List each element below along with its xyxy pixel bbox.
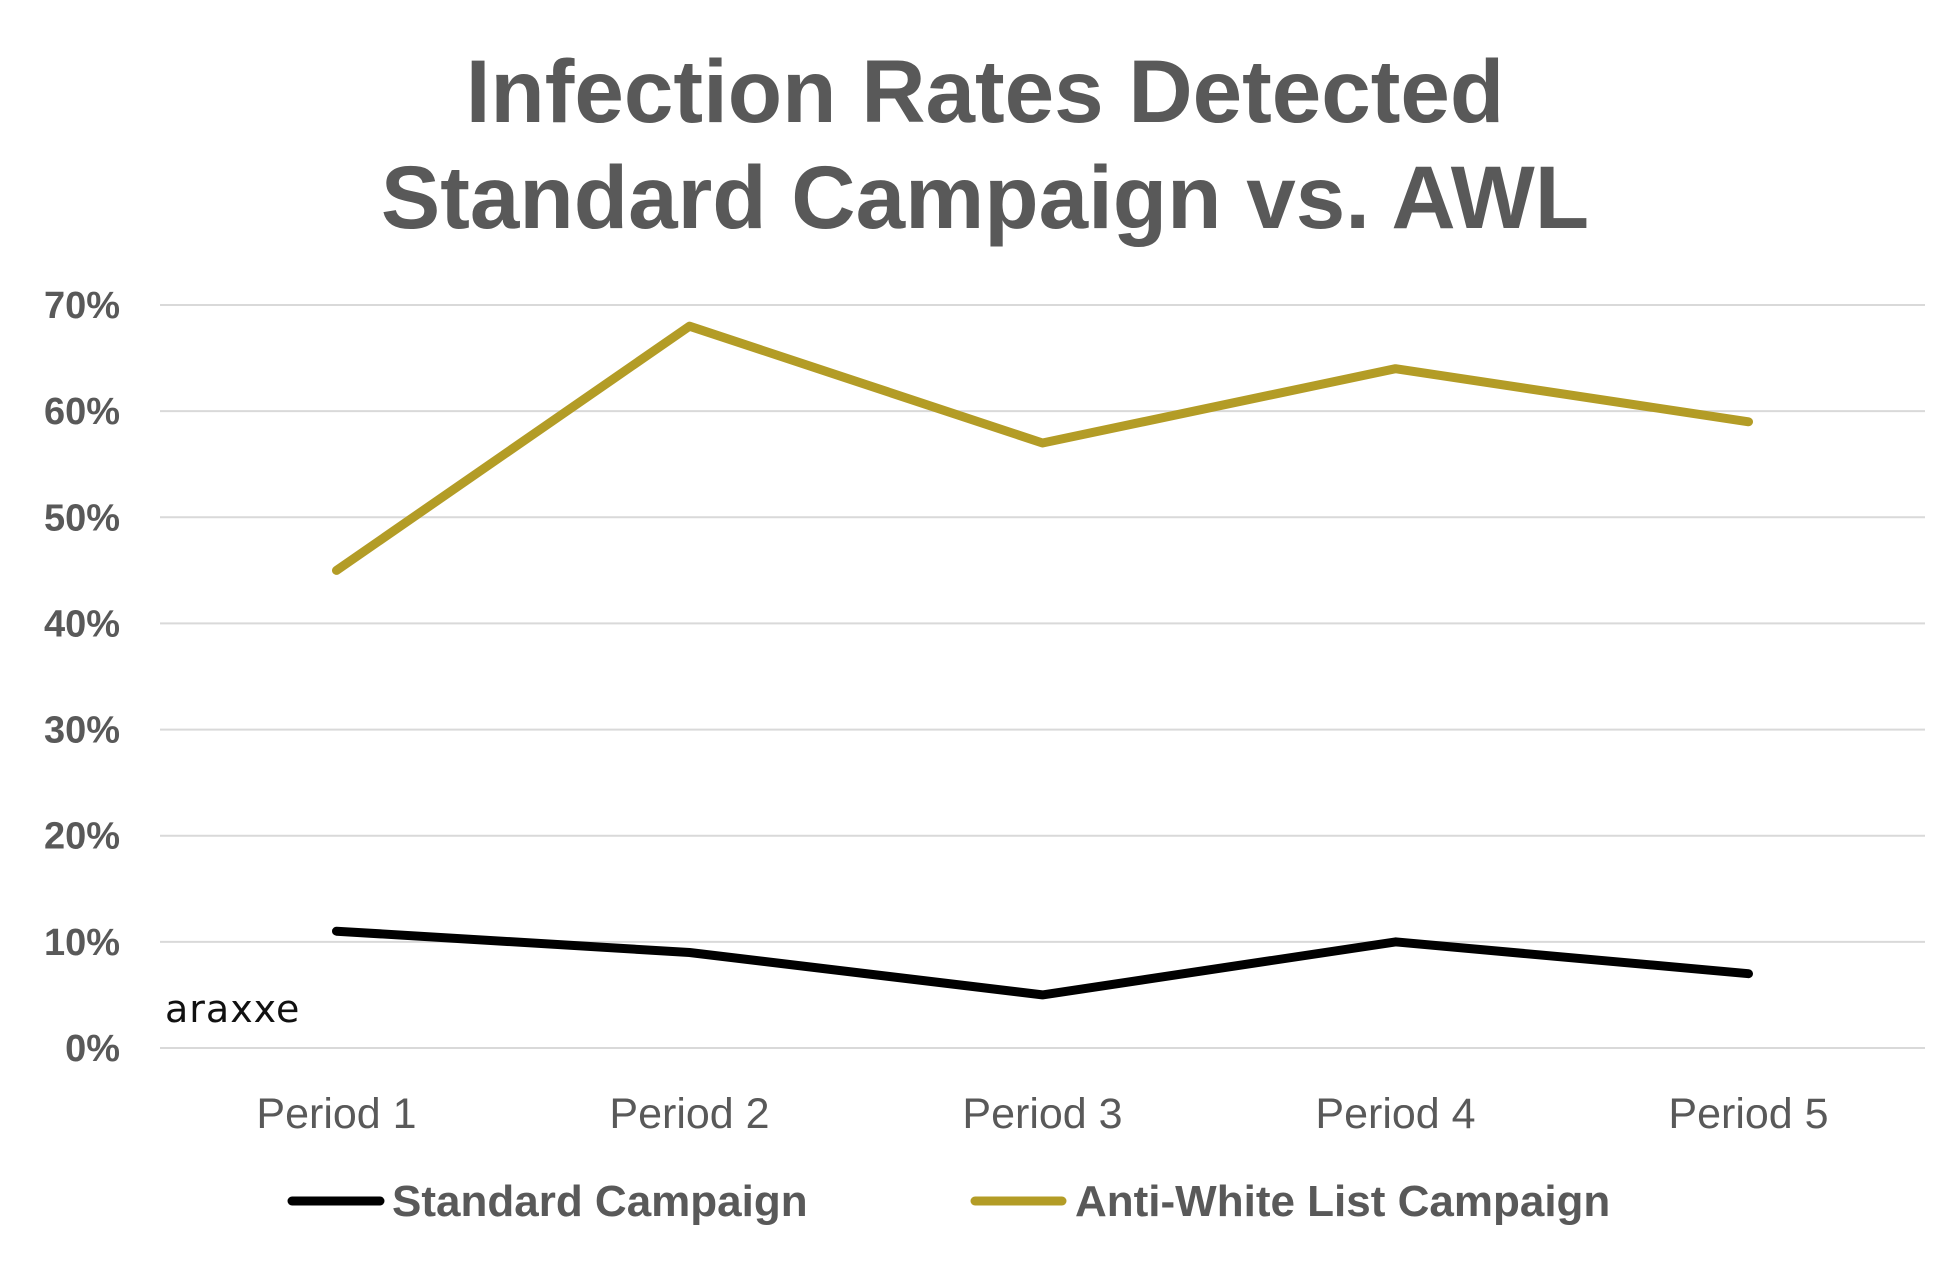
legend: Standard Campaign Anti-White List Campaig…	[287, 1177, 1610, 1226]
series-line-anti-white-list-campaign	[332, 321, 1753, 575]
legend-label-anti-white-list-campaign: Anti-White List Campaign	[1075, 1177, 1610, 1226]
x-axis-tick-labels: Period 1 Period 2 Period 3 Period 4 Period 5	[256, 1090, 1828, 1138]
y-tick-label-20: 20%	[44, 816, 120, 858]
series-line-standard-campaign	[332, 926, 1753, 1000]
y-axis-tick-labels: 0% 10% 20% 30% 40% 50% 60% 70%	[44, 285, 120, 1070]
x-tick-label-1: Period 1	[256, 1090, 416, 1138]
x-tick-label-5: Period 5	[1668, 1090, 1828, 1138]
x-tick-label-4: Period 4	[1315, 1090, 1475, 1138]
chart-title-line-2: Standard Campaign vs. AWL	[381, 147, 1589, 247]
legend-label-standard-campaign: Standard Campaign	[392, 1177, 808, 1226]
y-tick-label-10: 10%	[44, 922, 120, 964]
x-tick-label-2: Period 2	[609, 1090, 769, 1138]
y-tick-label-30: 30%	[44, 710, 120, 752]
x-tick-label-3: Period 3	[962, 1090, 1122, 1138]
data-series	[332, 321, 1753, 1000]
y-tick-label-70: 70%	[44, 285, 120, 327]
chart-title: Infection Rates Detected Standard Campai…	[381, 41, 1589, 247]
y-tick-label-60: 60%	[44, 391, 120, 433]
chart-title-line-1: Infection Rates Detected	[466, 41, 1505, 141]
y-tick-label-50: 50%	[44, 497, 120, 539]
y-tick-label-0: 0%	[65, 1028, 120, 1070]
y-tick-label-40: 40%	[44, 603, 120, 645]
araxxe-watermark-logo: araxxe	[165, 987, 300, 1031]
